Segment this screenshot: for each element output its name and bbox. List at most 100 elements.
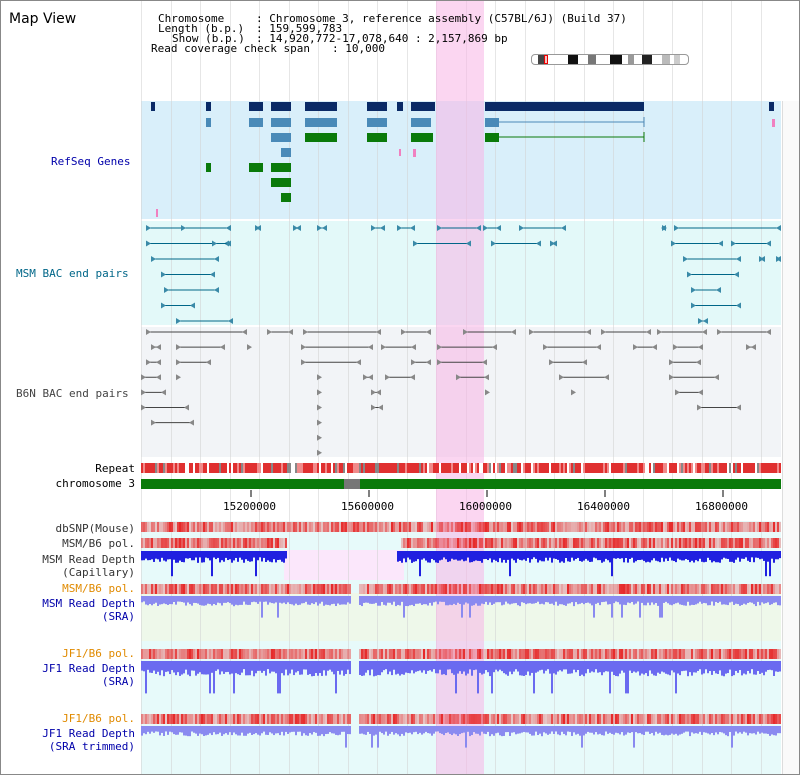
- b6n-bac-end: [586, 329, 591, 335]
- dbsnp-cell: [433, 522, 435, 532]
- repeat-segment: [575, 463, 577, 473]
- right-scrollbar[interactable]: [782, 101, 799, 774]
- jf1-depth-sra-bar: [545, 661, 547, 671]
- msm-b6-pol-cell: [179, 584, 181, 594]
- dbsnp-cell: [255, 522, 257, 532]
- jf1-b6-pol-cell: [583, 649, 585, 659]
- msm-b6-pol-cell: [299, 584, 301, 594]
- msm-bac-end: [214, 287, 219, 293]
- dbsnp-cell: [147, 522, 149, 532]
- msm-b6-pol-cell: [401, 538, 403, 548]
- jf1-depth-sra-bar: [589, 661, 591, 673]
- jf1-depth-sra-bar: [673, 661, 675, 673]
- highlight-region[interactable]: [436, 1, 484, 774]
- jf1-b6-pol-cell: [343, 714, 345, 724]
- chromosome-ideogram[interactable]: [531, 54, 689, 65]
- jf1-b6-pol-cell: [715, 649, 717, 659]
- msm-depth-cap-bar: [285, 551, 287, 559]
- jf1-b6-pol-cell: [637, 649, 639, 659]
- repeat-segment: [243, 463, 245, 473]
- msm-depth-cap-bar: [687, 551, 689, 560]
- msm-b6-pol-cell: [713, 584, 715, 594]
- jf1-depth-trim-bar: [243, 726, 245, 736]
- repeat-segment: [347, 463, 349, 473]
- jf1-depth-sra-bar: [379, 661, 381, 676]
- jf1-depth-trim-bar: [337, 726, 339, 736]
- dbsnp-cell: [665, 522, 667, 532]
- dbsnp-cell: [615, 522, 617, 532]
- jf1-depth-sra-bar: [439, 661, 441, 670]
- jf1-b6-pol-cell: [507, 714, 509, 724]
- jf1-b6-pol-cell: [619, 714, 621, 724]
- jf1-depth-sra-bar: [489, 661, 491, 677]
- jf1-depth-sra-bar: [737, 661, 739, 673]
- msm-depth-sra-bar: [209, 596, 211, 605]
- msm-b6-pol-cell: [667, 538, 669, 548]
- repeat-segment: [681, 463, 683, 473]
- msm-b6-pol-cell: [383, 584, 385, 594]
- jf1-depth-trim-bar: [233, 726, 235, 733]
- repeat-segment: [363, 463, 365, 473]
- msm-b6-pol-cell: [433, 584, 435, 594]
- msm-depth-sra-bar: [711, 596, 713, 602]
- msm-b6-pol-cell: [471, 584, 473, 594]
- repeat-segment: [213, 463, 215, 473]
- jf1-b6-pol-cell: [593, 649, 595, 659]
- jf1-depth-trim-bar: [515, 726, 517, 735]
- repeat-segment: [255, 463, 257, 473]
- jf1-depth-sra-bar: [777, 661, 779, 672]
- msm-depth-sra-bar: [753, 596, 755, 605]
- repeat-segment: [769, 463, 771, 473]
- msm-b6-pol-cell: [319, 584, 321, 594]
- dbsnp-cell: [565, 522, 567, 532]
- jf1-b6-pol-cell: [387, 649, 389, 659]
- msm-depth-cap-bar: [415, 551, 417, 562]
- jf1-b6-pol-cell: [715, 714, 717, 724]
- dbsnp-cell: [167, 522, 169, 532]
- repeat-segment: [465, 463, 467, 473]
- jf1-depth-sra-bar: [337, 661, 339, 671]
- dbsnp-cell: [533, 522, 535, 532]
- jf1-depth-trim-bar: [365, 726, 367, 735]
- jf1-b6-pol-cell: [385, 649, 387, 659]
- jf1-b6-pol-cell: [287, 714, 289, 724]
- dbsnp-cell: [747, 522, 749, 532]
- jf1-depth-trim-bar: [335, 726, 337, 735]
- jf1-depth-trim-bar: [707, 726, 709, 734]
- dbsnp-cell: [773, 522, 775, 532]
- repeat-segment: [555, 463, 557, 473]
- msm-depth-cap-bar: [663, 551, 665, 562]
- dbsnp-cell: [359, 522, 361, 532]
- msm-depth-sra-bar: [527, 596, 529, 604]
- msm-depth-sra-bar: [369, 596, 371, 604]
- jf1-b6-pol-cell: [493, 714, 495, 724]
- dbsnp-cell: [425, 522, 427, 532]
- repeat-segment: [521, 463, 523, 473]
- repeat-segment: [339, 463, 341, 473]
- jf1-b6-pol-cell: [205, 649, 207, 659]
- msm-b6-pol-cell: [683, 584, 685, 594]
- jf1-b6-pol-cell: [289, 649, 291, 659]
- dbsnp-cell: [361, 522, 363, 532]
- msm-depth-sra-bar: [579, 596, 581, 604]
- repeat-segment: [197, 463, 199, 473]
- repeat-segment: [325, 463, 327, 473]
- msm-b6-pol-cell: [535, 538, 537, 548]
- msm-depth-cap-bar: [579, 551, 581, 562]
- b6n-bac-end: [543, 344, 548, 351]
- jf1-b6-pol-cell: [191, 649, 193, 659]
- jf1-depth-sra-bar: [477, 661, 479, 694]
- jf1-b6-pol-cell: [319, 649, 321, 659]
- dbsnp-cell: [385, 522, 387, 532]
- jf1-depth-sra-bar: [359, 661, 361, 675]
- jf1-b6-pol-cell: [699, 714, 701, 724]
- jf1-b6-pol-cell: [541, 714, 543, 724]
- msm-b6-pol-cell: [221, 584, 223, 594]
- jf1-b6-pol-cell: [319, 714, 321, 724]
- repeat-segment: [743, 463, 745, 473]
- repeat-segment: [249, 463, 251, 473]
- msm-b6-pol-cell: [643, 584, 645, 594]
- msm-depth-cap-bar: [601, 551, 603, 563]
- repeat-segment: [477, 463, 479, 473]
